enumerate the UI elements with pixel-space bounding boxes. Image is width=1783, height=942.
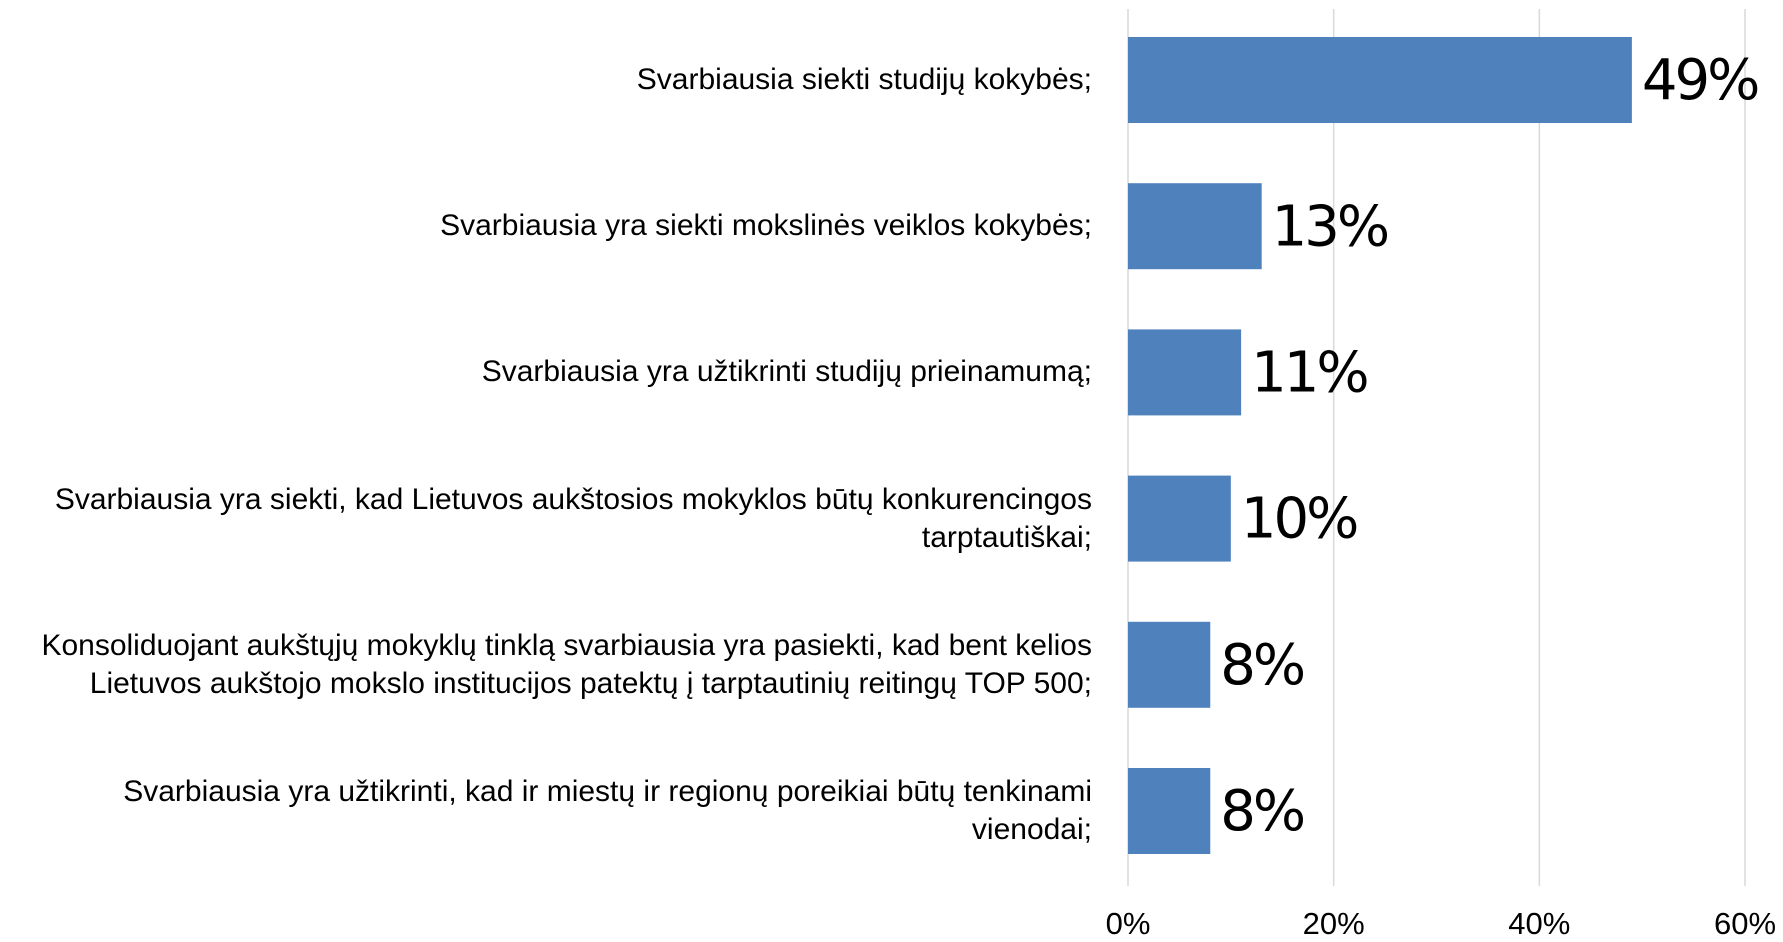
value-label: 10% (1241, 487, 1357, 552)
category-label: Svarbiausia yra užtikrinti, kad ir miest… (123, 775, 1092, 846)
bar (1128, 768, 1211, 854)
value-label: 8% (1220, 779, 1304, 844)
value-label: 13% (1272, 194, 1388, 259)
category-label: Svarbiausia yra siekti mokslinės veiklos… (440, 209, 1092, 243)
value-label: 11% (1251, 341, 1367, 406)
category-label: Svarbiausia siekti studijų kokybės; (636, 63, 1092, 96)
x-tick-label: 20% (1303, 906, 1365, 941)
bar (1128, 475, 1231, 562)
bar (1128, 37, 1632, 123)
category-label: Konsoliduojant aukštųjų mokyklų tinklą s… (41, 628, 1092, 700)
category-label: Svarbiausia yra užtikrinti studijų priei… (481, 355, 1092, 389)
value-label: 49% (1642, 48, 1758, 113)
category-label: Svarbiausia yra siekti, kad Lietuvos auk… (54, 482, 1092, 554)
x-tick-label: 40% (1508, 906, 1570, 941)
x-tick-label: 0% (1106, 906, 1151, 941)
x-tick-label: 60% (1714, 906, 1776, 941)
bar (1128, 183, 1262, 270)
bar (1128, 621, 1211, 708)
value-label: 8% (1220, 633, 1304, 698)
bar (1128, 329, 1242, 416)
